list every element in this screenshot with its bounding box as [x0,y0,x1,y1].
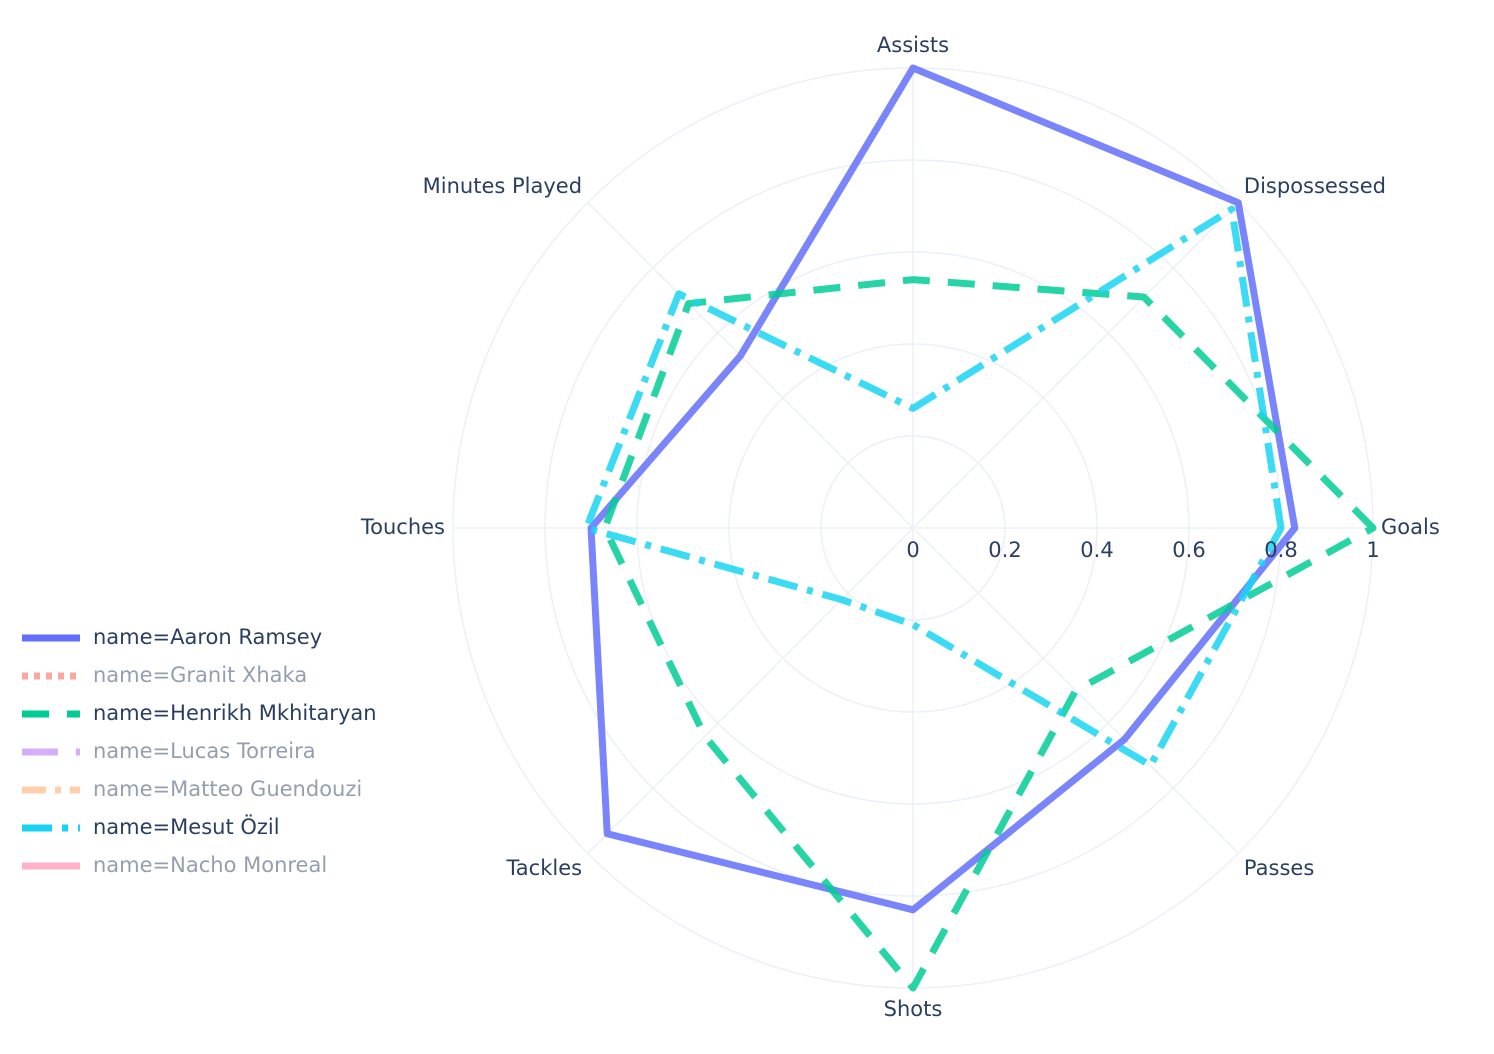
angular-tick-label: Tackles [505,856,582,880]
legend-item[interactable]: name=Granit Xhaka [22,663,307,687]
legend-item[interactable]: name=Matteo Guendouzi [22,777,362,801]
legend-label: name=Henrikh Mkhitaryan [93,701,377,725]
legend-item[interactable]: name=Henrikh Mkhitaryan [22,701,377,725]
legend-label: name=Nacho Monreal [93,853,327,877]
angular-tick-label: Passes [1244,856,1314,880]
spoke [587,527,914,854]
spoke [912,202,1239,529]
radial-tick-label: 0.2 [988,538,1021,562]
spoke [587,202,914,529]
radial-tick-label: 0.6 [1172,538,1205,562]
angular-tick-label: Goals [1381,515,1440,539]
legend-label: name=Granit Xhaka [93,663,307,687]
radial-tick-label: 1 [1366,538,1379,562]
legend-item[interactable]: name=Aaron Ramsey [22,625,322,649]
angular-tick-label: Dispossessed [1244,174,1386,198]
series-line [601,276,1377,992]
series-line [582,205,1285,769]
angular-tick-label: Assists [877,33,949,57]
legend-item[interactable]: name=Mesut Özil [22,814,280,839]
angular-tick-label: Touches [360,515,445,539]
legend-label: name=Mesut Özil [93,814,280,839]
angular-tick-label: Minutes Played [423,174,582,198]
legend-label: name=Matteo Guendouzi [93,777,362,801]
series-line [587,64,1299,914]
legend-item[interactable]: name=Lucas Torreira [22,739,316,763]
angular-tick-label: Shots [884,997,943,1021]
legend-item[interactable]: name=Nacho Monreal [22,853,327,877]
legend-label: name=Lucas Torreira [93,739,316,763]
spoke [912,527,1239,854]
radial-tick-label: 0 [906,538,919,562]
radial-tick-label: 0.8 [1264,538,1297,562]
legend-label: name=Aaron Ramsey [93,625,322,649]
radial-tick-label: 0.4 [1080,538,1113,562]
